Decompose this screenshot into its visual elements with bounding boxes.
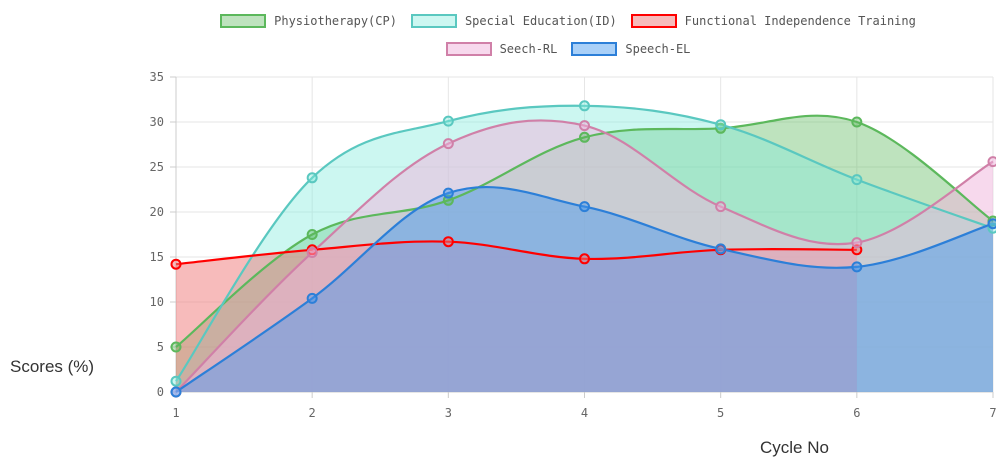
data-point[interactable] <box>579 120 590 132</box>
data-point[interactable] <box>579 201 590 213</box>
data-point[interactable] <box>306 247 318 258</box>
legend-item-speech-el[interactable]: Speech-EL <box>571 42 690 56</box>
chart-legend: Physiotherapy(CP) Special Education(ID) … <box>0 10 996 66</box>
data-point[interactable] <box>170 258 182 270</box>
data-point[interactable] <box>851 116 863 128</box>
data-point[interactable] <box>851 174 863 186</box>
x-axis-title: Cycle No <box>760 438 829 457</box>
data-point[interactable] <box>987 156 996 168</box>
data-point[interactable] <box>442 115 454 127</box>
legend-label: Functional Independence Training <box>684 14 916 28</box>
legend-swatch <box>571 42 618 56</box>
x-tick-label: 3 <box>445 406 452 420</box>
legend-label: Seech-RL <box>499 42 558 56</box>
legend-swatch <box>445 42 492 56</box>
legend-item-physiotherapy[interactable]: Physiotherapy(CP) <box>220 14 397 28</box>
y-tick-label: 20 <box>150 205 164 219</box>
data-point[interactable] <box>170 375 182 387</box>
x-tick-label: 5 <box>717 406 724 420</box>
y-tick-label: 10 <box>150 295 164 309</box>
x-tick-label: 6 <box>853 406 860 420</box>
y-tick-label: 25 <box>150 160 164 174</box>
legend-label: Physiotherapy(CP) <box>274 14 397 28</box>
legend-swatch <box>630 14 677 28</box>
y-tick-label: 15 <box>150 250 164 264</box>
series-areas <box>176 105 993 393</box>
y-tick-label: 35 <box>150 70 164 84</box>
data-point[interactable] <box>851 237 863 249</box>
y-tick-label: 30 <box>150 115 164 129</box>
series-line <box>175 186 994 393</box>
data-point[interactable] <box>579 131 590 143</box>
x-tick-label: 7 <box>989 406 996 420</box>
series-line <box>175 240 857 266</box>
data-point[interactable] <box>851 261 863 273</box>
legend-item-seech-rl[interactable]: Seech-RL <box>445 42 558 56</box>
data-point[interactable] <box>442 187 454 199</box>
series-line <box>175 114 994 348</box>
x-tick-label: 1 <box>172 406 179 420</box>
data-point[interactable] <box>715 119 727 131</box>
data-point[interactable] <box>306 292 318 304</box>
data-point[interactable] <box>442 236 454 248</box>
x-tick-label: 2 <box>309 406 316 420</box>
legend-item-special-education[interactable]: Special Education(ID) <box>410 14 617 28</box>
data-point[interactable] <box>715 201 727 213</box>
legend-label: Special Education(ID) <box>464 14 617 28</box>
data-point[interactable] <box>987 218 996 230</box>
data-point[interactable] <box>170 341 182 353</box>
data-point[interactable] <box>715 243 727 255</box>
legend-swatch <box>410 14 457 28</box>
data-point[interactable] <box>306 172 318 184</box>
y-tick-label: 0 <box>157 385 164 399</box>
y-axis-title: Scores (%) <box>10 357 95 376</box>
data-point[interactable] <box>579 100 590 112</box>
data-point[interactable] <box>170 386 182 398</box>
data-point[interactable] <box>442 138 454 150</box>
series-points <box>170 100 996 398</box>
data-point[interactable] <box>306 229 318 240</box>
legend-label: Speech-EL <box>625 42 691 56</box>
series-line <box>175 104 994 382</box>
data-point[interactable] <box>579 253 590 265</box>
series-area <box>176 187 993 392</box>
legend-item-functional-independence[interactable]: Functional Independence Training <box>630 14 916 28</box>
x-tick-label: 4 <box>581 406 588 420</box>
y-tick-label: 5 <box>157 340 164 354</box>
legend-swatch <box>220 14 267 28</box>
